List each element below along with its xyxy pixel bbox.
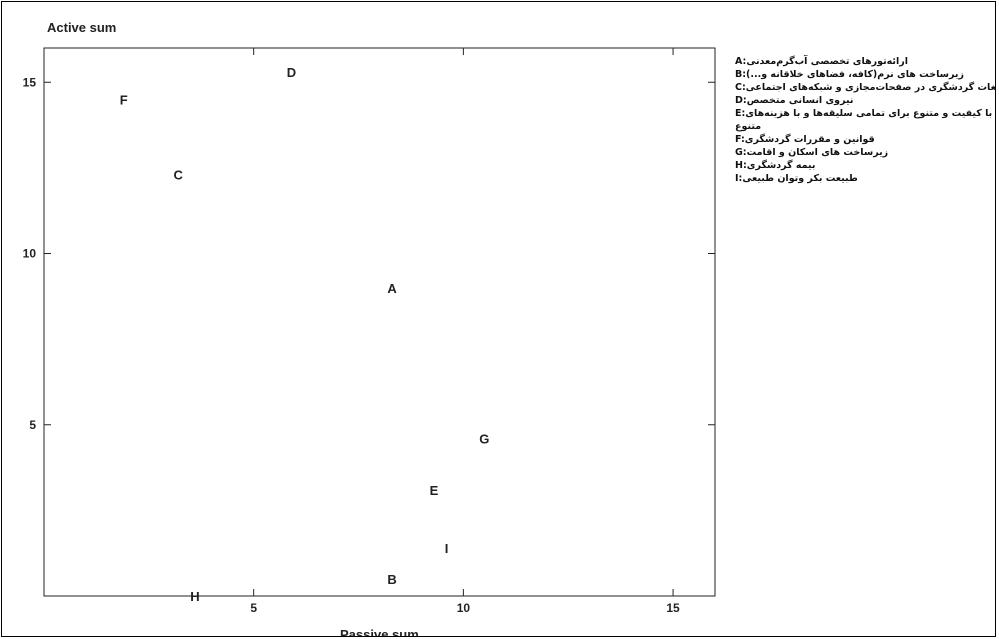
legend-text: طبیعت بکر وتوان طبیعی: [742, 173, 858, 184]
legend-item: C: تقویت تبلیغات گردشگری در صفحات‌مجازی …: [735, 82, 996, 95]
axis-ticks: 5 10 15 5 10 15: [23, 48, 715, 615]
legend-item: A: ارائه‌تورهای تخصصی آب‌گرم‌معدنی: [735, 56, 995, 69]
legend-item: F: قوانین و مقررات گردشگری: [735, 134, 995, 147]
data-point-b: B: [387, 572, 396, 587]
data-point-f: F: [120, 92, 128, 107]
legend-code: G:: [735, 147, 747, 158]
legend-text: ارائه‌تورهای تخصصی آب‌گرم‌معدنی: [746, 56, 908, 67]
legend-code: A:: [735, 56, 747, 67]
legend-code: C:: [735, 82, 746, 93]
y-tick-label: 10: [23, 247, 37, 261]
data-point-c: C: [174, 168, 184, 183]
data-point-g: G: [479, 431, 489, 446]
legend-item: I: طبیعت بکر وتوان طبیعی: [735, 173, 995, 186]
x-tick-label: 15: [666, 601, 680, 615]
legend-text: تقویت تبلیغات گردشگری در صفحات‌مجازی و ش…: [745, 82, 996, 93]
legend-code: E:: [735, 108, 746, 119]
legend-item: متنوع: [735, 121, 995, 134]
legend-text: زیرساخت های اسکان و اقامت: [746, 147, 889, 158]
data-point-h: H: [190, 589, 199, 604]
legend-item: H: بیمه گردشگری: [735, 160, 995, 173]
data-point-i: I: [445, 541, 449, 556]
data-point-d: D: [287, 65, 296, 80]
legend-text: قوانین و مقررات گردشگری: [744, 134, 875, 145]
legend-code: D:: [735, 95, 747, 106]
legend-text: بیمه گردشگری: [746, 160, 816, 171]
legend-item: B: زیرساخت های نرم(کافه، فضاهای خلاقانه …: [735, 69, 995, 82]
data-point-e: E: [430, 483, 439, 498]
legend-text: زیرساخت های نرم(کافه، فضاهای خلاقانه و..…: [746, 69, 964, 80]
legend-text: نیروی انسانی متخصص: [746, 95, 854, 106]
plot-area: [43, 47, 716, 597]
legend: A: ارائه‌تورهای تخصصی آب‌گرم‌معدنی B: زیر…: [735, 56, 996, 186]
x-tick-label: 5: [250, 601, 257, 615]
data-point-a: A: [387, 281, 397, 296]
legend-code: I:: [735, 173, 743, 184]
legend-item: D: نیروی انسانی متخصص: [735, 95, 995, 108]
data-points: A B C D E F G H I: [120, 65, 490, 604]
x-axis-label: Passive sum: [340, 627, 419, 637]
y-tick-label: 15: [23, 75, 37, 89]
legend-item: G: زیرساخت های اسکان و اقامت: [735, 147, 995, 160]
x-tick-label: 10: [457, 601, 471, 615]
legend-text: متنوع: [735, 121, 762, 132]
legend-code: B:: [735, 69, 747, 80]
y-tick-label: 5: [29, 418, 36, 432]
legend-item: E: هتل و اماکن اقامتی با کیفیت و متنوع ب…: [735, 108, 995, 121]
y-axis-label: Active sum: [47, 20, 117, 35]
legend-code: F:: [735, 134, 745, 145]
legend-text: هتل و اماکن اقامتی با کیفیت و متنوع برای…: [745, 108, 995, 119]
legend-code: H:: [735, 160, 747, 171]
